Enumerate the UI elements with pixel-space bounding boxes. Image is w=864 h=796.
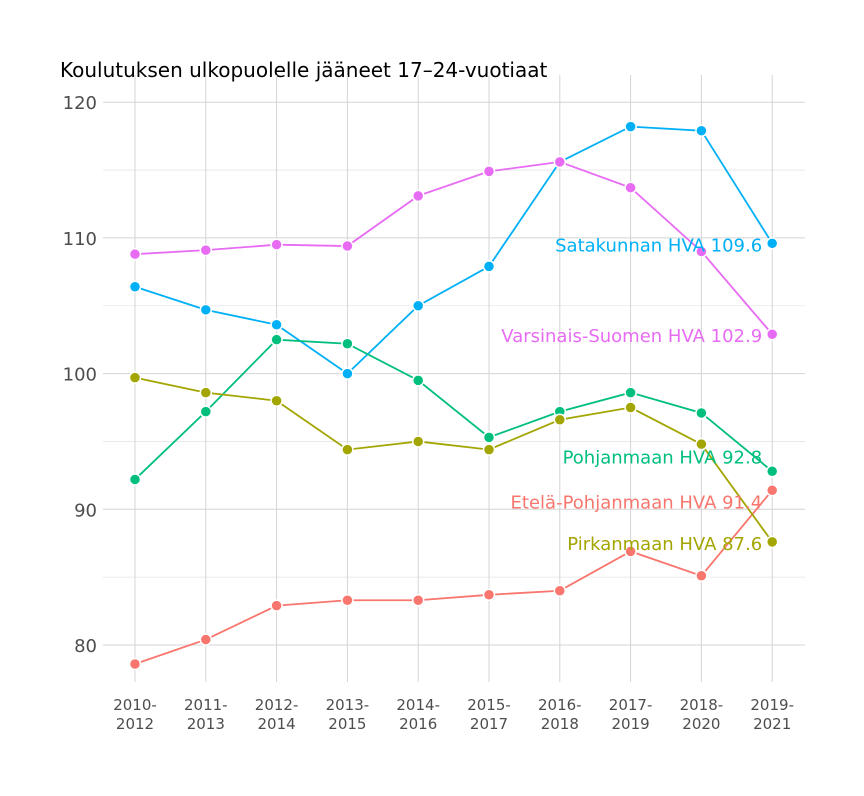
x-tick-label: 2011-2013: [184, 696, 228, 733]
data-point: [765, 237, 779, 250]
grid: [103, 75, 805, 682]
x-tick-label: 2015-2017: [467, 696, 511, 733]
data-point: [411, 593, 425, 607]
data-point: [695, 124, 708, 137]
y-tick-label: 120: [63, 93, 97, 114]
chart-title: Koulutuksen ulkopuolelle jääneet 17–24-v…: [60, 58, 547, 82]
series-end-label: Pohjanmaan HVA 92.8: [563, 447, 763, 468]
data-point: [553, 584, 567, 597]
x-tick-label: 2018-2020: [680, 696, 724, 733]
data-point: [270, 333, 283, 346]
data-point: [765, 484, 779, 497]
data-point: [624, 401, 637, 414]
data-point: [128, 657, 142, 671]
series-end-label: Etelä-Pohjanmaan HVA 91.4: [511, 492, 763, 513]
data-point: [695, 406, 708, 420]
data-point: [341, 593, 354, 607]
data-point: [270, 599, 283, 612]
data-point: [553, 155, 567, 169]
x-tick-label: 2017-2019: [609, 696, 653, 733]
x-axis: 2010-2012 2011-2013 2012-2014 2013-2015 2014…: [113, 696, 794, 733]
series-line: [134, 376, 773, 543]
series-line: [134, 125, 773, 375]
data-point: [411, 299, 425, 312]
y-tick-label: 110: [63, 229, 97, 250]
data-point: [482, 588, 496, 602]
data-point: [411, 374, 425, 387]
series-lines: [128, 120, 779, 671]
series-pirkanmaan-hva: [128, 371, 779, 549]
data-point: [695, 245, 708, 258]
data-point: [341, 443, 354, 456]
data-point: [695, 437, 708, 451]
data-point: [341, 367, 354, 380]
x-tick-label: 2014-2016: [396, 696, 440, 733]
data-point: [765, 535, 779, 549]
data-point: [199, 243, 213, 257]
data-point: [482, 260, 496, 273]
x-tick-label: 2013-2015: [326, 696, 370, 733]
y-axis: 80 90 100 110 120: [63, 93, 97, 657]
series-varsinais-suomen-hva: [128, 155, 779, 341]
series-line: [134, 489, 773, 665]
series-pohjanmaan-hva: [128, 333, 779, 486]
y-tick-label: 80: [74, 636, 97, 657]
data-point: [128, 247, 142, 261]
series-labels: Satakunnan HVA 109.6 Varsinais-Suomen HVA…: [501, 235, 762, 555]
data-point: [482, 431, 496, 444]
y-tick-label: 100: [63, 365, 97, 386]
data-point: [624, 545, 637, 558]
data-point: [411, 435, 425, 448]
y-tick-label: 90: [74, 500, 97, 521]
series-end-label: Satakunnan HVA 109.6: [555, 235, 762, 256]
series-line: [134, 160, 773, 335]
series-line: [134, 338, 773, 481]
data-point: [341, 239, 354, 253]
x-tick-label: 2019-2021: [750, 696, 794, 733]
data-point: [624, 386, 637, 399]
data-point: [624, 120, 637, 133]
x-tick-label: 2010-2012: [113, 696, 157, 733]
data-point: [199, 386, 213, 399]
data-point: [128, 371, 142, 384]
data-point: [270, 394, 283, 407]
x-tick-label: 2012-2014: [255, 696, 299, 733]
data-point: [624, 181, 637, 194]
data-point: [695, 569, 708, 583]
series-end-label: Varsinais-Suomen HVA 102.9: [501, 326, 762, 347]
data-point: [482, 443, 496, 456]
data-point: [765, 327, 779, 341]
series-etelä-pohjanmaan-hva: [128, 484, 779, 671]
data-point: [765, 465, 779, 478]
data-point: [482, 165, 496, 178]
data-point: [128, 280, 142, 294]
data-point: [553, 413, 567, 426]
data-point: [199, 303, 213, 317]
data-point: [341, 337, 354, 350]
data-point: [270, 238, 283, 251]
data-point: [270, 318, 283, 331]
data-point: [411, 189, 425, 203]
data-point: [199, 633, 213, 646]
data-point: [128, 473, 142, 486]
data-point: [199, 405, 213, 418]
x-tick-label: 2016-2018: [538, 696, 582, 733]
series-end-label: Pirkanmaan HVA 87.6: [567, 534, 762, 555]
